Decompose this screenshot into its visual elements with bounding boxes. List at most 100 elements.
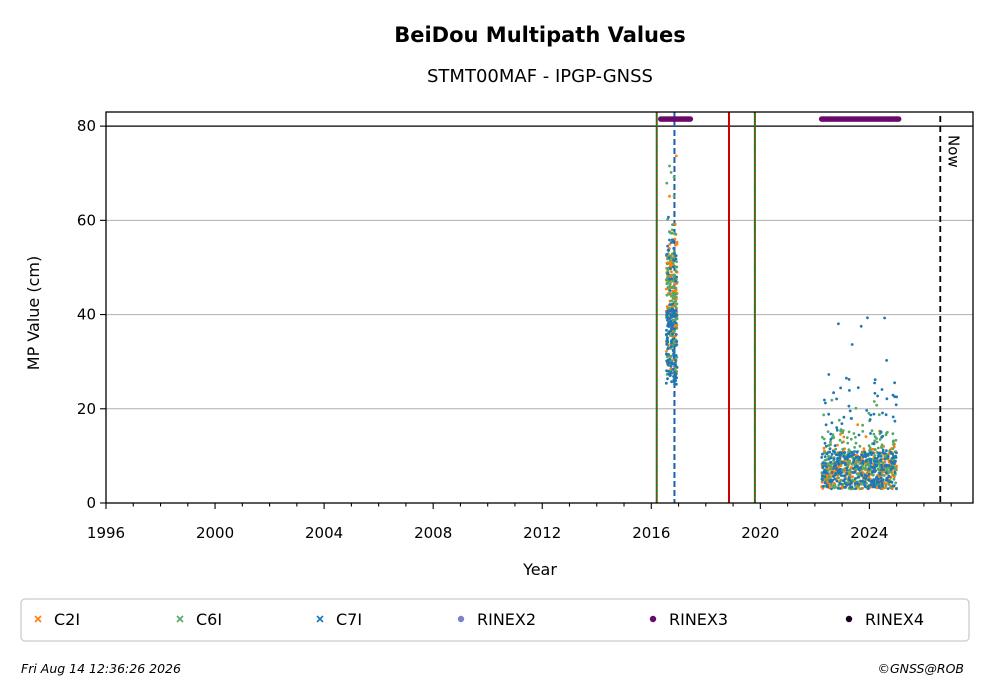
data-point-C7I bbox=[884, 478, 888, 482]
data-point-C2I bbox=[668, 194, 671, 198]
data-point-C7I bbox=[673, 370, 676, 374]
data-point-C6I bbox=[877, 468, 880, 472]
data-point-C7I bbox=[850, 343, 854, 346]
data-point-C7I bbox=[891, 415, 895, 419]
data-point-C7I bbox=[855, 464, 859, 468]
grid-lines bbox=[106, 125, 973, 410]
data-point-C6I bbox=[824, 479, 828, 482]
data-point-C7I bbox=[833, 473, 837, 477]
x-tick-label: 2024 bbox=[850, 524, 888, 542]
data-point-C6I bbox=[882, 461, 885, 465]
data-point-C7I bbox=[839, 386, 842, 390]
data-point-C7I bbox=[674, 279, 678, 283]
data-point-C7I bbox=[867, 467, 871, 471]
data-point-C6I bbox=[854, 441, 858, 445]
data-point-C7I bbox=[882, 468, 885, 471]
data-point-C7I bbox=[665, 353, 669, 356]
data-point-C7I bbox=[880, 465, 884, 469]
data-point-C6I bbox=[887, 482, 891, 486]
series-C2I bbox=[664, 154, 898, 491]
data-point-C7I bbox=[843, 474, 847, 478]
legend-marker-RINEX4 bbox=[845, 615, 853, 623]
data-point-C6I bbox=[894, 468, 898, 472]
data-point-C2I bbox=[832, 481, 836, 485]
x-axis-label: Year bbox=[522, 560, 557, 579]
data-point-C7I bbox=[850, 450, 854, 454]
rinex3-bar bbox=[818, 116, 902, 122]
data-point-C7I bbox=[881, 448, 885, 452]
data-point-C7I bbox=[833, 444, 837, 447]
data-point-C7I bbox=[838, 487, 842, 490]
data-point-C6I bbox=[837, 476, 840, 480]
data-point-C7I bbox=[856, 386, 860, 389]
data-point-C7I bbox=[665, 339, 669, 343]
data-point-C7I bbox=[824, 444, 828, 448]
data-point-C6I bbox=[840, 441, 844, 444]
data-point-C7I bbox=[666, 363, 670, 367]
data-point-C7I bbox=[867, 487, 870, 491]
data-point-C7I bbox=[867, 478, 870, 482]
data-point-C7I bbox=[893, 381, 896, 385]
data-point-C7I bbox=[857, 433, 861, 437]
data-point-C7I bbox=[888, 480, 891, 484]
data-point-C6I bbox=[868, 446, 872, 450]
data-point-C7I bbox=[887, 474, 891, 478]
data-point-C6I bbox=[671, 223, 674, 227]
data-point-C7I bbox=[852, 453, 856, 456]
data-point-C7I bbox=[854, 487, 857, 491]
data-point-C6I bbox=[847, 448, 851, 452]
rinex3-marker bbox=[895, 116, 902, 122]
data-point-C7I bbox=[832, 391, 835, 395]
x-tick-label: 2008 bbox=[414, 524, 452, 542]
data-point-C6I bbox=[669, 171, 673, 174]
data-point-C7I bbox=[870, 480, 873, 484]
data-point-C6I bbox=[858, 462, 862, 466]
data-point-C6I bbox=[675, 260, 678, 263]
data-point-C6I bbox=[884, 484, 888, 488]
data-point-C7I bbox=[837, 322, 840, 326]
data-point-C7I bbox=[665, 342, 669, 346]
data-point-C7I bbox=[665, 336, 669, 339]
data-point-C7I bbox=[840, 451, 844, 455]
data-point-C7I bbox=[667, 310, 670, 314]
data-point-C7I bbox=[843, 457, 847, 460]
data-point-C7I bbox=[820, 456, 824, 459]
data-point-C6I bbox=[854, 406, 858, 410]
data-point-C7I bbox=[666, 248, 670, 252]
data-point-C6I bbox=[671, 252, 674, 256]
data-point-C6I bbox=[672, 300, 676, 304]
data-point-C7I bbox=[864, 452, 867, 456]
data-point-C7I bbox=[873, 460, 877, 463]
data-point-C7I bbox=[673, 344, 677, 347]
data-point-C7I bbox=[894, 456, 898, 459]
data-point-C7I bbox=[845, 376, 848, 380]
data-point-C7I bbox=[862, 476, 866, 479]
x-tick-label: 2016 bbox=[632, 524, 670, 542]
data-point-C7I bbox=[871, 470, 874, 474]
data-point-C7I bbox=[670, 327, 673, 331]
data-point-C7I bbox=[869, 413, 873, 417]
data-point-C6I bbox=[857, 484, 860, 488]
data-point-C7I bbox=[853, 470, 856, 474]
data-point-C7I bbox=[825, 452, 829, 456]
data-point-C7I bbox=[847, 404, 851, 408]
x-axis-ticks: 1996 2000 2004 2008 2012 2016 2020 2024 bbox=[87, 503, 952, 542]
legend-label-RINEX2: RINEX2 bbox=[477, 610, 536, 629]
data-point-C2I bbox=[839, 432, 842, 436]
data-point-C7I bbox=[666, 244, 669, 248]
data-point-C7I bbox=[671, 302, 674, 306]
data-point-C7I bbox=[891, 452, 895, 456]
data-point-C7I bbox=[829, 460, 832, 464]
data-point-C7I bbox=[871, 465, 875, 469]
data-point-C7I bbox=[836, 470, 840, 474]
data-point-C7I bbox=[820, 477, 824, 481]
data-point-C7I bbox=[864, 477, 868, 480]
data-point-C7I bbox=[674, 321, 678, 325]
data-point-C6I bbox=[849, 470, 852, 474]
chart-title: BeiDou Multipath Values bbox=[394, 23, 686, 47]
data-point-C7I bbox=[666, 322, 670, 326]
data-point-C2I bbox=[670, 270, 673, 274]
data-point-C7I bbox=[669, 267, 672, 270]
data-point-C7I bbox=[837, 462, 841, 466]
data-point-C7I bbox=[674, 309, 678, 312]
